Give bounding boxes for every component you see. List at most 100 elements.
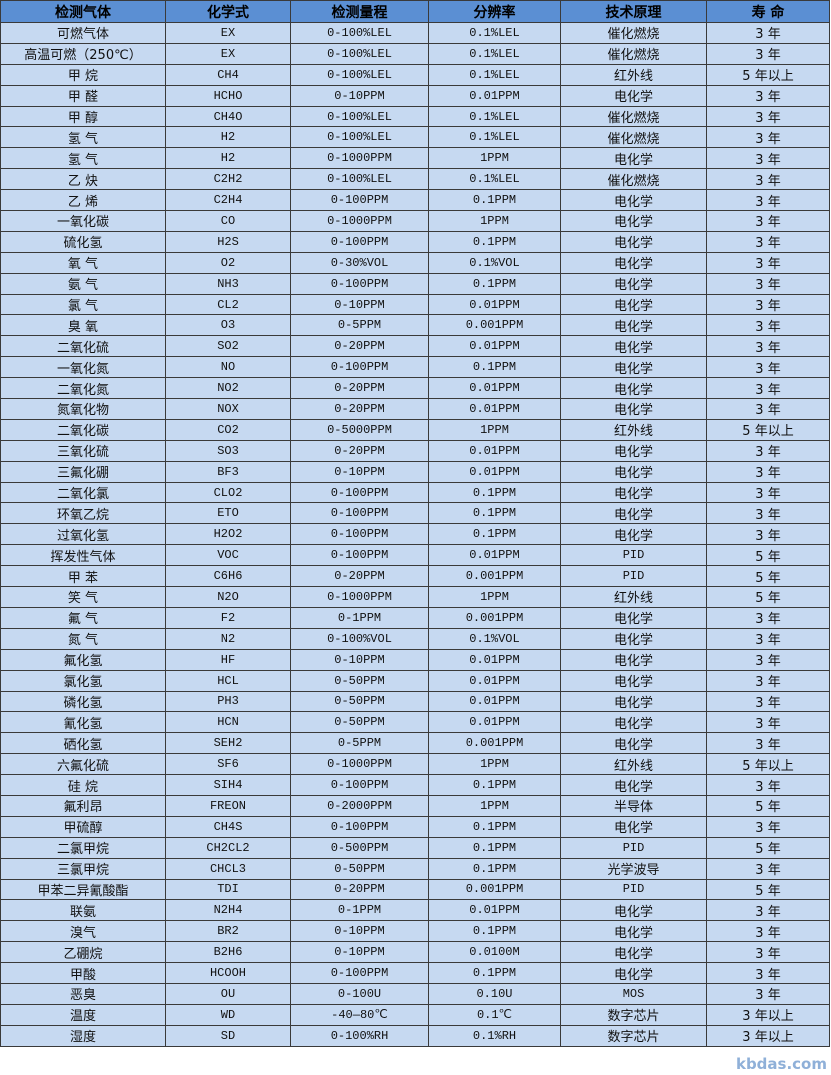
cell-range: 0-20PPM	[290, 878, 429, 901]
cell-lifespan: 3 年	[706, 606, 830, 629]
cell-lifespan: 3 年	[706, 293, 830, 316]
cell-formula: EX	[165, 42, 291, 65]
cell-formula: NO2	[165, 377, 291, 400]
cell-gas: 可燃气体	[0, 22, 166, 44]
cell-range: 0-100PPM	[290, 272, 429, 295]
cell-lifespan: 5 年	[706, 836, 830, 859]
cell-formula: NOX	[165, 398, 291, 420]
cell-principle: 电化学	[560, 899, 707, 922]
cell-gas: 氯 气	[0, 293, 166, 316]
cell-gas: 联氨	[0, 899, 166, 922]
table-row: 氟化氢 HF 0-10PPM 0.01PPM 电化学 3 年	[0, 648, 830, 671]
cell-lifespan: 3 年	[706, 251, 830, 274]
cell-gas: 三氧化硫	[0, 439, 166, 462]
cell-gas: 温度	[0, 1003, 166, 1026]
table-row: 二氧化硫 SO2 0-20PPM 0.01PPM 电化学 3 年	[0, 335, 830, 358]
cell-lifespan: 3 年	[706, 126, 830, 149]
header-row: 检测气体 化学式 检测量程 分辨率 技术原理 寿 命	[0, 0, 830, 23]
cell-lifespan: 3 年	[706, 920, 830, 943]
cell-lifespan: 3 年	[706, 690, 830, 713]
cell-range: 0-1000PPM	[290, 586, 429, 608]
table-row: 氯化氢 HCL 0-50PPM 0.01PPM 电化学 3 年	[0, 669, 830, 692]
cell-lifespan: 3 年	[706, 481, 830, 504]
cell-formula: H2	[165, 126, 291, 149]
cell-range: 0-100PPM	[290, 544, 429, 567]
cell-range: 0-10PPM	[290, 460, 429, 483]
cell-formula: SO2	[165, 335, 291, 358]
cell-formula: HCL	[165, 669, 291, 692]
cell-gas: 甲 醇	[0, 105, 166, 128]
cell-gas: 氟化氢	[0, 648, 166, 671]
cell-range: 0-5PPM	[290, 732, 429, 755]
cell-formula: CO2	[165, 418, 291, 441]
cell-principle: 电化学	[560, 606, 707, 629]
header-formula: 化学式	[165, 0, 291, 23]
table-row: 甲硫醇 CH4S 0-100PPM 0.1PPM 电化学 3 年	[0, 815, 830, 838]
cell-principle: 电化学	[560, 523, 707, 546]
cell-lifespan: 3 年	[706, 22, 830, 44]
cell-range: 0-20PPM	[290, 565, 429, 588]
cell-gas: 甲硫醇	[0, 815, 166, 838]
cell-formula: HCN	[165, 711, 291, 734]
cell-resolution: 0.1PPM	[428, 815, 561, 838]
cell-resolution: 0.01PPM	[428, 648, 561, 671]
cell-principle: 电化学	[560, 648, 707, 671]
cell-range: 0-10PPM	[290, 293, 429, 316]
cell-gas: 氰化氢	[0, 711, 166, 734]
cell-gas: 硅 烷	[0, 774, 166, 796]
cell-resolution: 0.1%LEL	[428, 126, 561, 149]
cell-lifespan: 3 年	[706, 732, 830, 755]
cell-gas: 二氧化氯	[0, 481, 166, 504]
cell-gas: 笑 气	[0, 586, 166, 608]
header-principle: 技术原理	[560, 0, 707, 23]
cell-principle: PID	[560, 544, 707, 567]
cell-formula: C2H2	[165, 168, 291, 191]
cell-formula: SIH4	[165, 774, 291, 796]
table-row: 联氨 N2H4 0-1PPM 0.01PPM 电化学 3 年	[0, 899, 830, 922]
cell-lifespan: 3 年	[706, 210, 830, 232]
cell-formula: H2O2	[165, 523, 291, 546]
cell-formula: CH4S	[165, 815, 291, 838]
cell-range: 0-100PPM	[290, 189, 429, 212]
cell-principle: 电化学	[560, 690, 707, 713]
cell-range: 0-100PPM	[290, 230, 429, 253]
table-row: 高温可燃（250℃） EX 0-100%LEL 0.1%LEL 催化燃烧 3 年	[0, 42, 830, 65]
cell-lifespan: 3 年	[706, 962, 830, 984]
cell-lifespan: 3 年	[706, 460, 830, 483]
cell-resolution: 1PPM	[428, 586, 561, 608]
cell-range: 0-1000PPM	[290, 753, 429, 776]
cell-resolution: 0.10U	[428, 982, 561, 1005]
cell-principle: 红外线	[560, 753, 707, 776]
cell-principle: 催化燃烧	[560, 126, 707, 149]
cell-lifespan: 3 年	[706, 42, 830, 65]
cell-gas: 过氧化氢	[0, 523, 166, 546]
cell-formula: CH4O	[165, 105, 291, 128]
cell-range: 0-10PPM	[290, 648, 429, 671]
cell-lifespan: 5 年	[706, 878, 830, 901]
cell-formula: CH4	[165, 63, 291, 86]
cell-resolution: 0.1PPM	[428, 523, 561, 546]
cell-resolution: 0.1%VOL	[428, 627, 561, 650]
cell-range: 0-10PPM	[290, 84, 429, 107]
table-row: 笑 气 N2O 0-1000PPM 1PPM 红外线 5 年	[0, 586, 830, 608]
table-row: 甲 醇 CH4O 0-100%LEL 0.1%LEL 催化燃烧 3 年	[0, 105, 830, 128]
cell-range: 0-100%LEL	[290, 105, 429, 128]
cell-lifespan: 5 年	[706, 794, 830, 817]
cell-gas: 恶臭	[0, 982, 166, 1005]
table-row: 氮氧化物 NOX 0-20PPM 0.01PPM 电化学 3 年	[0, 398, 830, 420]
cell-lifespan: 3 年	[706, 335, 830, 358]
table-row: 甲 烷 CH4 0-100%LEL 0.1%LEL 红外线 5 年以上	[0, 63, 830, 86]
cell-gas: 甲 烷	[0, 63, 166, 86]
table-row: 溴气 BR2 0-10PPM 0.1PPM 电化学 3 年	[0, 920, 830, 943]
cell-resolution: 0.01PPM	[428, 293, 561, 316]
cell-lifespan: 3 年	[706, 230, 830, 253]
gas-detection-spec-table: 检测气体 化学式 检测量程 分辨率 技术原理 寿 命 可燃气体 EX 0-100%L…	[0, 0, 830, 1047]
cell-lifespan: 5 年	[706, 586, 830, 608]
table-row: 氨 气 NH3 0-100PPM 0.1PPM 电化学 3 年	[0, 272, 830, 295]
cell-lifespan: 5 年以上	[706, 753, 830, 776]
cell-lifespan: 3 年	[706, 857, 830, 880]
table-row: 氮 气 N2 0-100%VOL 0.1%VOL 电化学 3 年	[0, 627, 830, 650]
cell-lifespan: 5 年	[706, 544, 830, 567]
cell-principle: PID	[560, 878, 707, 901]
table-row: 三氯甲烷 CHCL3 0-50PPM 0.1PPM 光学波导 3 年	[0, 857, 830, 880]
